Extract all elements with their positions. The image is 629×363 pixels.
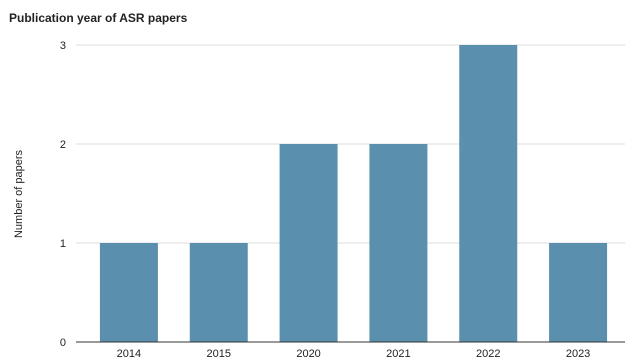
y-tick-label: 1 bbox=[60, 238, 66, 250]
y-tick-label: 3 bbox=[60, 40, 66, 52]
x-tick-label: 2022 bbox=[476, 348, 500, 360]
bar-2020 bbox=[279, 144, 338, 342]
bar-2022 bbox=[459, 45, 518, 342]
y-tick-labels: 0 1 2 3 bbox=[60, 40, 66, 349]
bar-2023 bbox=[549, 243, 608, 342]
bar-2014 bbox=[99, 243, 158, 342]
bars bbox=[99, 45, 608, 342]
x-tick-label: 2021 bbox=[386, 348, 410, 360]
y-axis-label: Number of papers bbox=[13, 149, 25, 238]
chart-title: Publication year of ASR papers bbox=[9, 11, 188, 25]
y-tick-label: 0 bbox=[60, 337, 66, 349]
x-tick-labels: 2014 2015 2020 2021 2022 2023 bbox=[117, 348, 591, 360]
y-tick-label: 2 bbox=[60, 139, 66, 151]
gridlines bbox=[76, 44, 625, 244]
x-tick-label: 2023 bbox=[566, 348, 590, 360]
x-tick-label: 2014 bbox=[117, 348, 141, 360]
bar-2021 bbox=[369, 144, 428, 342]
x-tick-label: 2015 bbox=[207, 348, 231, 360]
bar-2015 bbox=[189, 243, 248, 342]
x-tick-label: 2020 bbox=[296, 348, 320, 360]
